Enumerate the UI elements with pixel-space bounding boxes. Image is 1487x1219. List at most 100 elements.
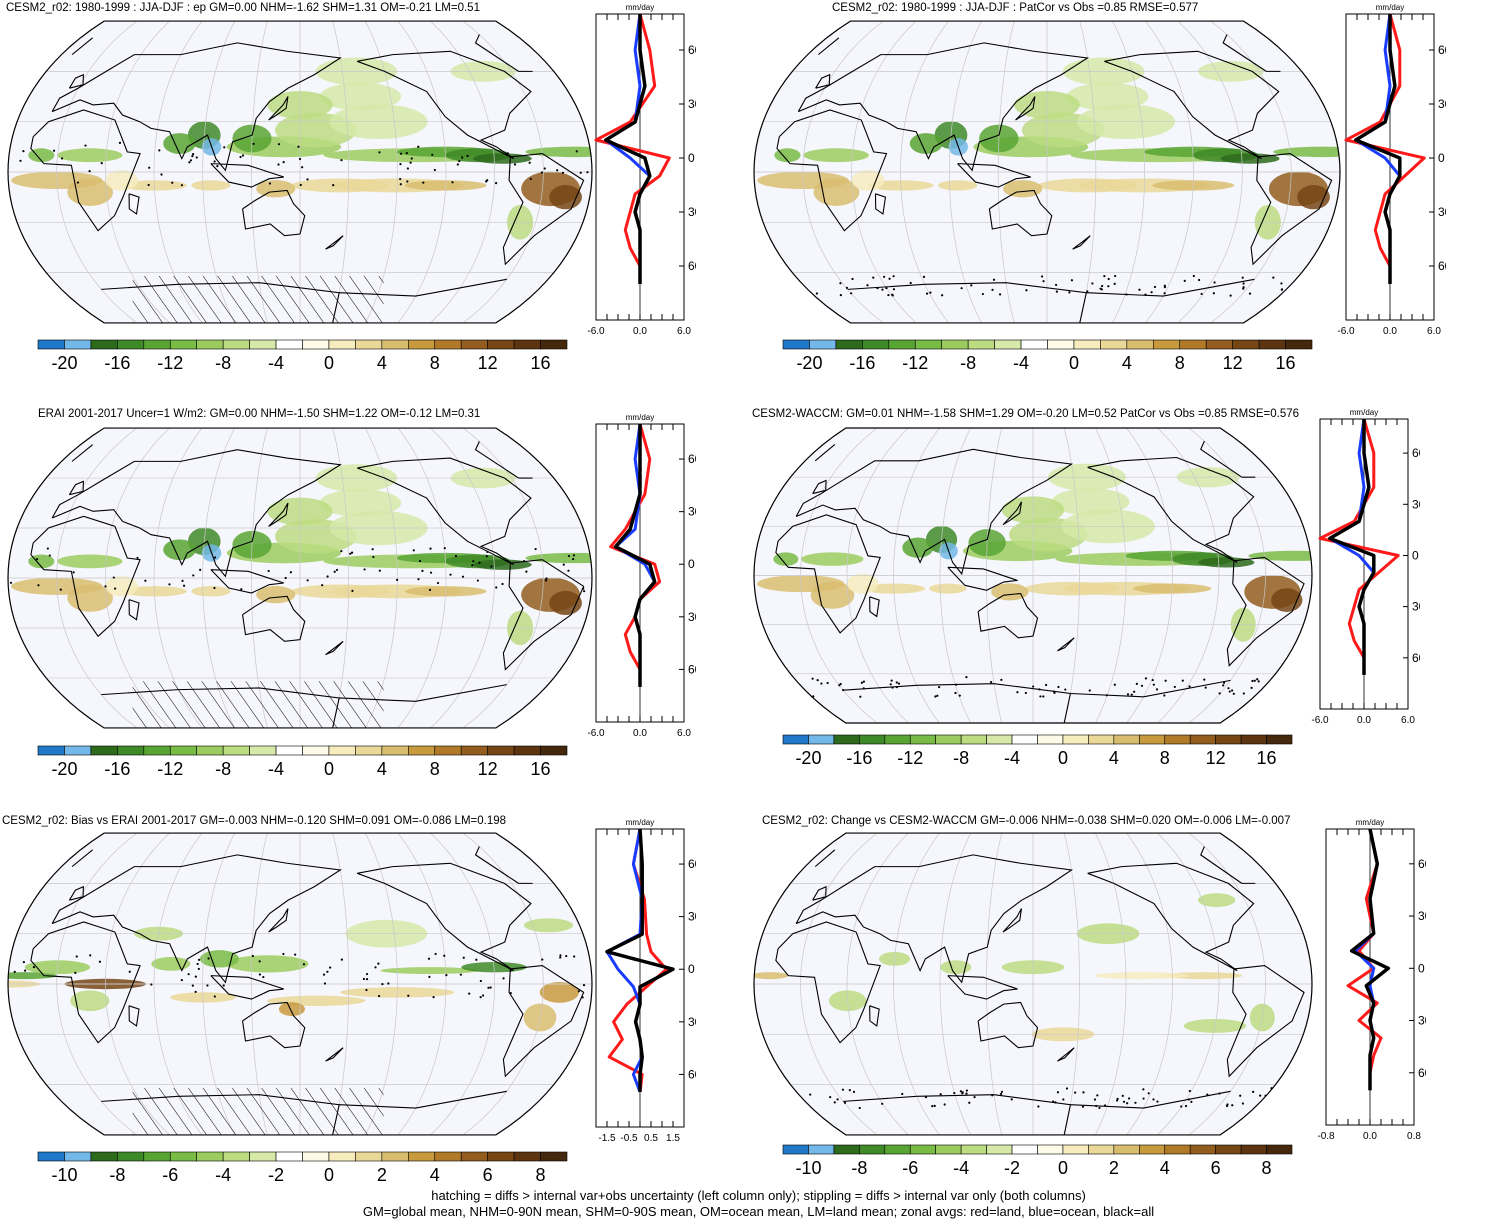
lat-label: 60N (1412, 446, 1420, 460)
stipple-dot (839, 282, 842, 285)
stipple-dot (351, 589, 354, 592)
stipple-dot (326, 575, 329, 578)
map-3 (7, 427, 593, 729)
stipple-dot (187, 973, 190, 976)
precip-anomaly-region (1271, 588, 1303, 612)
coastline-australia (988, 189, 1053, 237)
stipple-dot (881, 1102, 884, 1105)
stipple-dot (1088, 689, 1091, 692)
colorbar-label: -8 (215, 759, 231, 779)
colorbar-swatch (90, 339, 118, 350)
stipple-dot (981, 292, 984, 296)
stipple-dot (417, 145, 420, 148)
coastline-nz (1072, 235, 1091, 250)
colorbar-swatch (1189, 734, 1216, 745)
stipple-dot (454, 554, 458, 558)
coastline-madagascar (874, 193, 887, 215)
precip-anomaly-region (1002, 180, 1043, 198)
stipple-dot (1230, 689, 1234, 692)
stipple-dot (180, 184, 184, 187)
colorbar-label: 4 (1109, 748, 1119, 768)
stipple-dot (1093, 1098, 1097, 1101)
stipple-dot (1116, 1097, 1119, 1100)
stipple-dot (1183, 279, 1186, 282)
colorbar-swatch (1240, 734, 1267, 745)
colorbar-label: -4 (1013, 353, 1029, 373)
stipple-dot (1251, 679, 1254, 683)
precip-anomaly-region (1220, 153, 1280, 164)
colorbar-swatch (143, 1151, 171, 1162)
colorbar-swatch (302, 339, 330, 350)
stipple-dot (561, 171, 565, 174)
coastline-greenland (71, 34, 533, 72)
colorbar-swatch (967, 339, 995, 350)
units-label: mm/day (626, 3, 654, 12)
colorbar-swatch (1088, 734, 1115, 745)
stipple-dot (329, 966, 332, 969)
coastline-southAmerica (1226, 964, 1305, 1078)
stipple-dot (1242, 692, 1245, 695)
colorbar-swatch (1215, 734, 1242, 745)
colorbar-swatch (434, 339, 462, 350)
stipple-dot (429, 571, 433, 574)
stipple-dot (850, 292, 853, 295)
stipple-dot (941, 294, 944, 297)
coastline-northAmerica (356, 862, 532, 972)
stipple-dot (1091, 282, 1094, 285)
stipple-dot (1142, 1097, 1145, 1100)
coastline-antarctica (843, 679, 1231, 723)
colorbar-label: 16 (531, 353, 551, 373)
stipple-dot (472, 560, 475, 563)
stipple-dot (410, 157, 413, 160)
colorbar-label: 4 (377, 759, 387, 779)
stipple-dot (1152, 1098, 1155, 1101)
stipple-dot (1155, 688, 1159, 691)
x-tick-label: -0.8 (1317, 1131, 1335, 1142)
colorbar-3: -20-16-12-8-4048121620 (37, 745, 568, 779)
colorbar-swatch (196, 745, 224, 756)
stipple-dot (188, 161, 191, 164)
stipple-dot (901, 1092, 904, 1096)
coastline-indonesia (210, 163, 284, 188)
lat-label: 60S (1418, 1066, 1426, 1080)
stipple-dot (168, 583, 171, 586)
stipple-dot (476, 579, 479, 582)
precip-anomaly-region (256, 180, 296, 198)
stipple-dot (443, 547, 446, 550)
stipple-dot (191, 152, 195, 156)
stipple-dot (1187, 1098, 1191, 1101)
coastline-southAmerica (1250, 152, 1333, 266)
stipple-dot (406, 167, 409, 170)
zonal-plot-6: mm/day 60N 30N 0 30S 60S -0.8 0.0 0.8 (1317, 818, 1426, 1142)
x-tick-label: 0.5 (644, 1133, 658, 1144)
stipple-dot (222, 984, 225, 987)
stipple-dot (1010, 1098, 1013, 1101)
stipple-dot (104, 585, 107, 588)
stipple-dot (1037, 1105, 1040, 1108)
colorbar-swatch (355, 339, 383, 350)
coastline-africa (30, 921, 141, 1044)
colorbar-label: -12 (902, 353, 928, 373)
coastline-northAmerica (1104, 50, 1280, 160)
colorbar-swatch (407, 1151, 436, 1162)
stipple-dot (48, 554, 51, 557)
stipple-dot (513, 163, 517, 166)
map-2 (753, 20, 1341, 324)
stipple-dot (1197, 278, 1201, 282)
stipple-dot (365, 978, 369, 981)
colorbar-6: -10-8-6-4-20246810 (782, 1144, 1293, 1178)
colorbar-swatch (1062, 734, 1089, 745)
stipple-dot (335, 568, 339, 572)
colorbar-swatch (859, 1144, 886, 1155)
colorbar-swatch (143, 339, 171, 350)
stipple-dot (534, 547, 537, 551)
stipple-dot (1232, 692, 1235, 695)
stipple-dot (816, 679, 819, 682)
stipple-dot (13, 970, 16, 973)
lat-label: 60S (688, 1067, 696, 1081)
coastline-indonesia (210, 975, 284, 1000)
stipple-dot (1056, 1091, 1060, 1094)
stipple-dot (1044, 683, 1048, 687)
stipple-dot (301, 166, 304, 169)
zonal-series-land (609, 423, 662, 687)
